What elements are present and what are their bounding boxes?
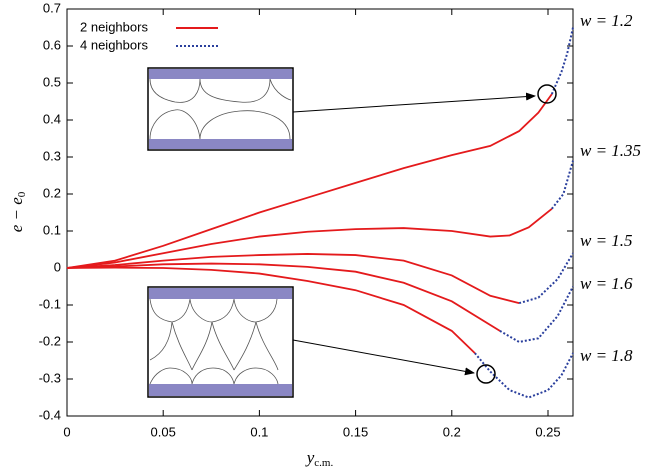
x-label-subscript: c.m. — [314, 457, 333, 469]
y-tick-label: -0.3 — [39, 370, 61, 385]
x-axis-label: yc.m. — [305, 448, 334, 469]
arrow — [293, 340, 474, 373]
y-tick-label: -0.4 — [39, 407, 61, 422]
line — [67, 94, 552, 268]
y-tick-label: 0.3 — [43, 148, 61, 163]
line — [475, 353, 573, 397]
legend-label: 4 neighbors — [80, 37, 148, 52]
highlight-circle — [477, 365, 495, 383]
y-tick-label: 0.2 — [43, 185, 61, 200]
y-label-text: e − e — [7, 197, 26, 233]
line — [500, 287, 573, 343]
x-tick-label: 0.15 — [343, 424, 368, 439]
inset-bottom — [148, 287, 293, 397]
y-tick-label: 0.5 — [43, 74, 61, 89]
curve-label: w = 1.2 — [580, 11, 633, 30]
x-tick-label: 0.25 — [535, 424, 560, 439]
y-tick-label: 0.7 — [43, 0, 61, 15]
curve-label: w = 1.5 — [580, 231, 633, 250]
x-label-symbol: y — [305, 448, 315, 467]
marks: 0 0.05 0.1 0.15 0.2 0.25 -0.4 -0.3 -0.2 -0.1 0 0.1 0… — [39, 0, 573, 439]
line — [67, 209, 552, 268]
inset-top — [148, 68, 293, 150]
plot-frame — [67, 9, 573, 416]
line — [519, 253, 573, 303]
x-tick-label: 0 — [63, 424, 70, 439]
curve-label: w = 1.8 — [580, 346, 633, 365]
arrow — [293, 96, 535, 112]
y-label-subscript: 0 — [16, 191, 28, 197]
y-tick-label: -0.1 — [39, 296, 61, 311]
y-tick-label: 0 — [54, 259, 61, 274]
chart: 0 0.05 0.1 0.15 0.2 0.25 -0.4 -0.3 -0.2 -0.1 0 0.1 0… — [0, 0, 657, 472]
legend-label: 2 neighbors — [80, 19, 148, 34]
line — [552, 161, 573, 209]
x-tick-label: 0.2 — [443, 424, 461, 439]
y-tick-label: 0.4 — [43, 111, 61, 126]
y-axis-label: e − e0 — [7, 191, 28, 232]
curve-label: w = 1.6 — [580, 274, 633, 293]
line — [552, 28, 573, 95]
x-tick-label: 0.1 — [250, 424, 268, 439]
y-tick-label: 0.6 — [43, 37, 61, 52]
y-tick-label: 0.1 — [43, 222, 61, 237]
x-tick-label: 0.05 — [151, 424, 176, 439]
curve-label: w = 1.35 — [580, 141, 641, 160]
y-tick-label: -0.2 — [39, 333, 61, 348]
